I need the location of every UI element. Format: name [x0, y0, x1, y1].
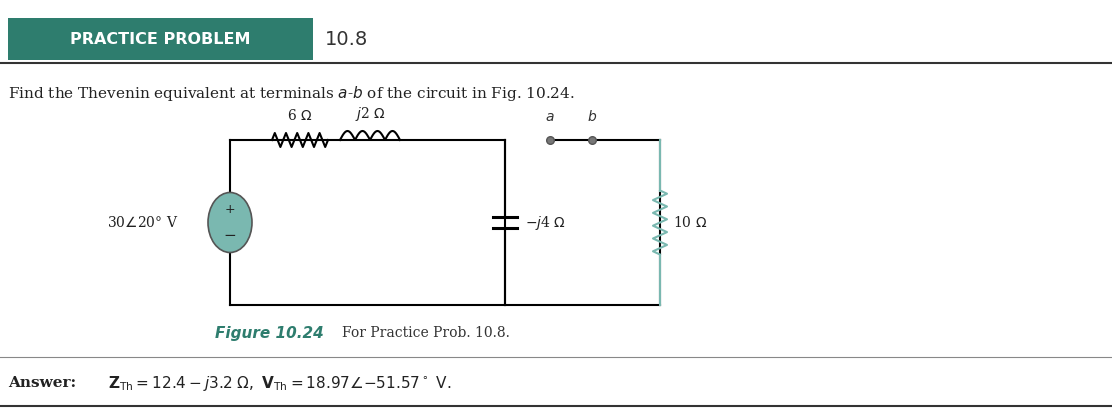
Text: 10 $\Omega$: 10 $\Omega$	[673, 215, 707, 230]
Text: 30$\angle$20° V: 30$\angle$20° V	[107, 215, 178, 230]
Text: −: −	[224, 228, 237, 243]
Text: $-j$4 $\Omega$: $-j$4 $\Omega$	[525, 213, 566, 232]
Text: Answer:: Answer:	[8, 376, 76, 390]
Text: Figure 10.24: Figure 10.24	[215, 325, 324, 340]
Text: Find the Thevenin equivalent at terminals $a$-$b$ of the circuit in Fig. 10.24.: Find the Thevenin equivalent at terminal…	[8, 83, 575, 103]
Text: For Practice Prob. 10.8.: For Practice Prob. 10.8.	[342, 326, 510, 340]
Text: $\mathbf{Z}_{\mathrm{Th}} = 12.4 - j3.2\ \Omega,\ \mathbf{V}_{\mathrm{Th}} = 18.: $\mathbf{Z}_{\mathrm{Th}} = 12.4 - j3.2\…	[108, 374, 451, 393]
Text: $j$2 $\Omega$: $j$2 $\Omega$	[355, 105, 386, 123]
FancyBboxPatch shape	[8, 18, 312, 60]
Text: 10.8: 10.8	[325, 29, 368, 49]
Text: PRACTICE PROBLEM: PRACTICE PROBLEM	[70, 32, 250, 46]
Text: $a$: $a$	[545, 110, 555, 124]
Text: 6 $\Omega$: 6 $\Omega$	[287, 108, 312, 123]
Text: +: +	[225, 203, 236, 216]
Text: $b$: $b$	[587, 109, 597, 124]
Ellipse shape	[208, 193, 252, 252]
